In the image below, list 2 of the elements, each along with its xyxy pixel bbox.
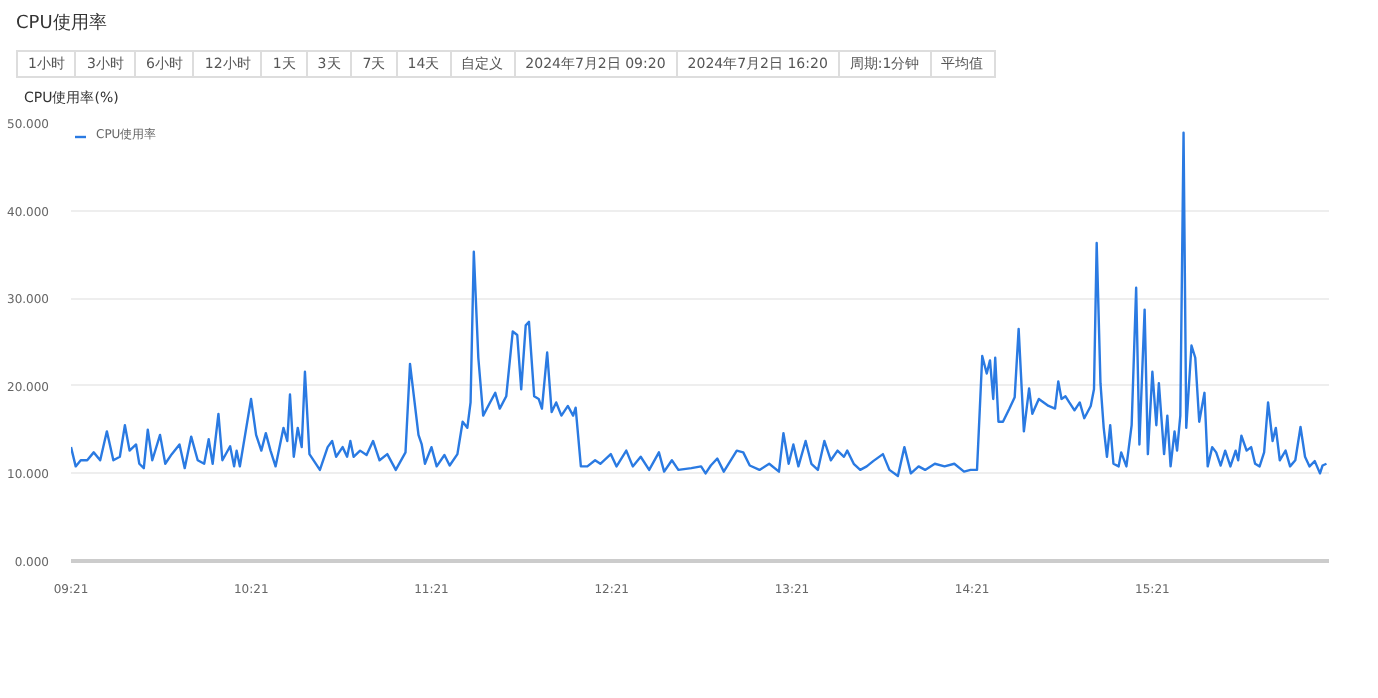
line-series	[71, 131, 1328, 478]
chart-title: CPU使用率	[16, 12, 107, 38]
